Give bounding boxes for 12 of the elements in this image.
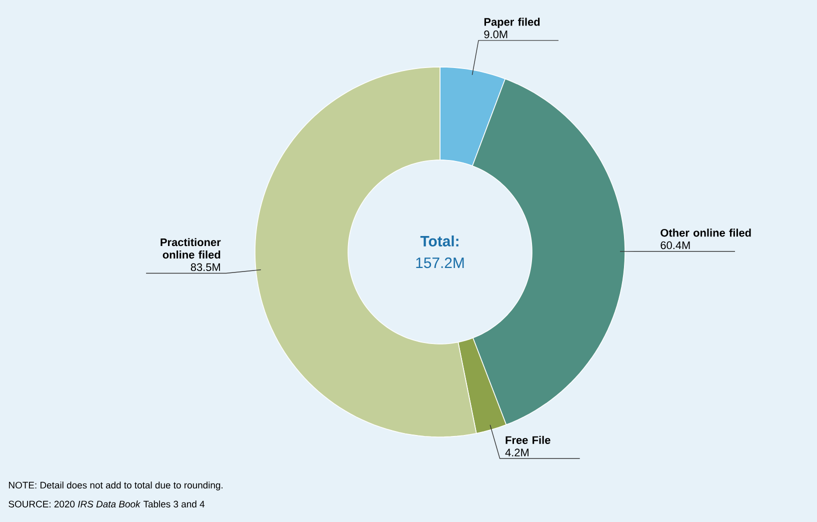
text: 157.2M (416, 258, 464, 268)
text: NOTE: Detail does not add to total due to rounding. (8, 482, 222, 490)
source-note: SOURCE: 2020 IRS Data Book Tables 3 and 4 (8, 500, 205, 508)
data-label: 83.5M (190, 263, 220, 272)
data-label: 60.4M (660, 241, 690, 250)
slice-label: Free File (506, 436, 550, 444)
slice-label: Practitioner online filed (160, 238, 221, 259)
data-label: 4.2M (505, 448, 528, 456)
data-label: 9.0M (484, 30, 508, 38)
text: Total: (420, 235, 458, 246)
slice-label: Paper filed (484, 18, 540, 28)
slice-label: Other online filed (660, 228, 751, 237)
